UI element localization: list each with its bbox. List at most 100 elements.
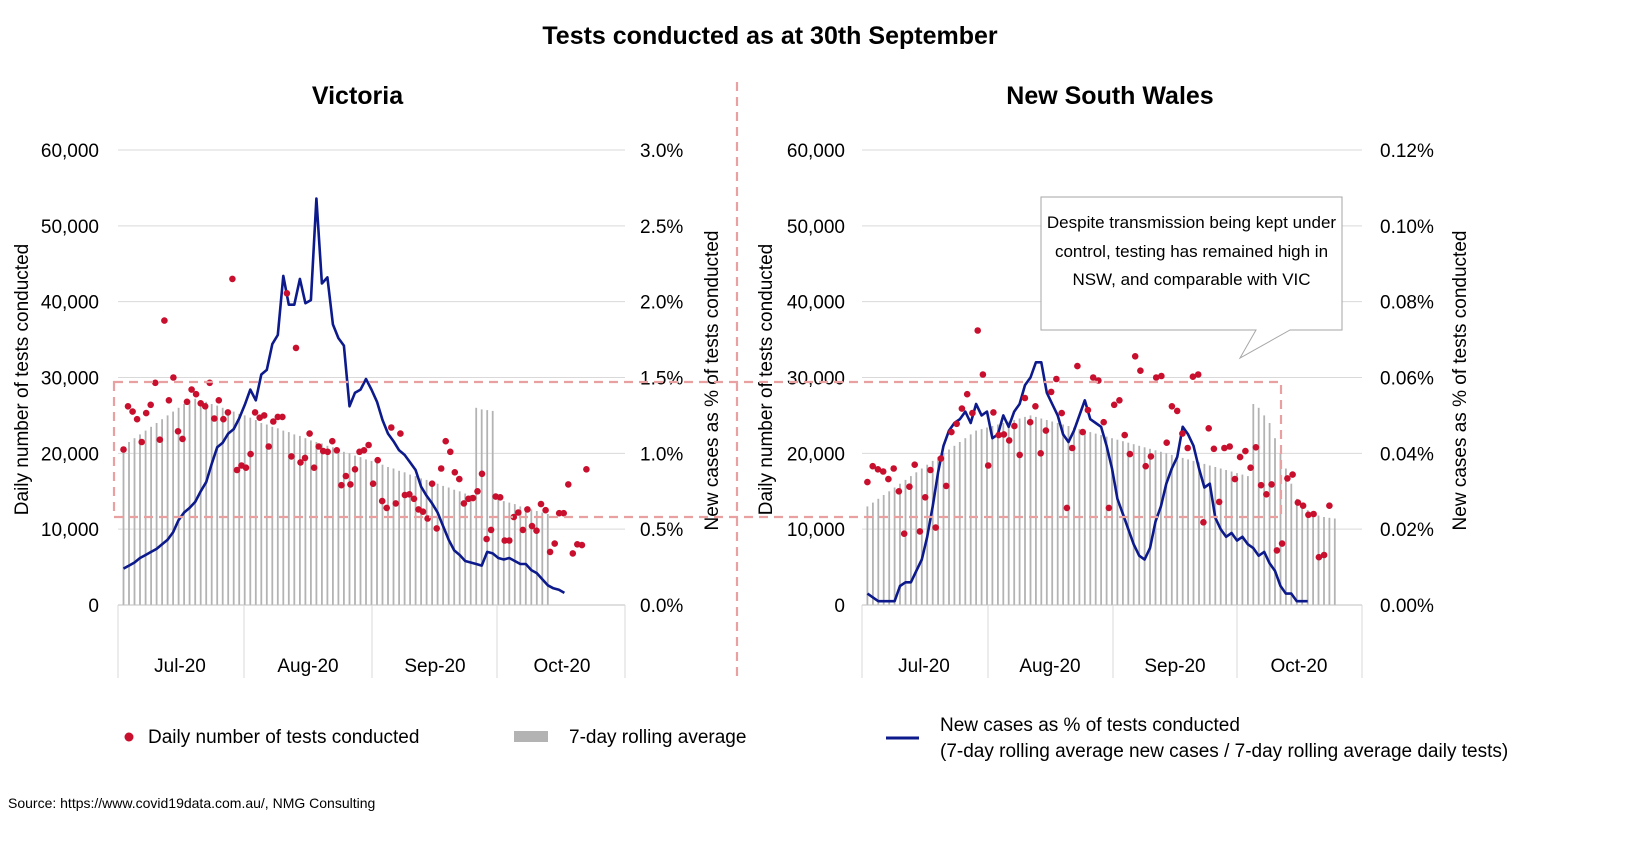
rolling-average-bar bbox=[1094, 433, 1097, 605]
daily-tests-dot bbox=[247, 450, 254, 458]
daily-tests-dot bbox=[165, 397, 173, 404]
y-tick-label: 50,000 bbox=[41, 217, 99, 238]
rolling-average-bar bbox=[376, 462, 378, 605]
rolling-average-bar bbox=[1018, 418, 1021, 605]
daily-tests-dot bbox=[1037, 450, 1044, 457]
daily-tests-dot bbox=[129, 408, 136, 415]
rolling-average-bar bbox=[1051, 421, 1054, 605]
rolling-average-bar bbox=[1328, 517, 1331, 605]
rolling-average-bar bbox=[910, 476, 912, 605]
rolling-average-bar bbox=[1214, 467, 1217, 605]
highlight-band bbox=[112, 380, 1283, 519]
daily-tests-dot bbox=[152, 379, 159, 387]
rolling-average-bar bbox=[232, 411, 235, 605]
rolling-average-bar bbox=[535, 511, 538, 605]
rolling-average-bar bbox=[1105, 436, 1108, 605]
daily-tests-dot bbox=[1053, 375, 1060, 383]
daily-tests-dot bbox=[1200, 519, 1207, 526]
rolling-average-bar bbox=[872, 502, 874, 605]
case-rate-line bbox=[122, 197, 566, 595]
daily-tests-dot bbox=[274, 413, 282, 421]
daily-tests-dot bbox=[916, 528, 924, 535]
rolling-average-bar bbox=[359, 457, 362, 605]
rolling-average-bar bbox=[969, 434, 972, 605]
daily-tests-dot bbox=[1005, 437, 1013, 444]
daily-tests-dot bbox=[560, 509, 567, 517]
rolling-average-bar bbox=[1116, 439, 1119, 605]
rolling-average-bar bbox=[177, 407, 180, 605]
rolling-average-bar bbox=[1100, 435, 1102, 605]
daily-tests-dot bbox=[120, 446, 127, 453]
rolling-average-bar bbox=[882, 495, 885, 605]
rolling-average-bar bbox=[1279, 453, 1282, 605]
daily-tests-dot bbox=[906, 483, 913, 491]
x-tick-label: Jul-20 bbox=[898, 656, 950, 677]
daily-tests-dot bbox=[911, 461, 918, 469]
y2-tick-label: 3.0% bbox=[640, 141, 683, 162]
daily-tests-dot bbox=[456, 475, 463, 483]
daily-tests-dot bbox=[1100, 418, 1107, 426]
rolling-average-bar bbox=[1165, 453, 1168, 605]
rolling-average-bar bbox=[354, 455, 356, 605]
daily-tests-dot bbox=[533, 527, 540, 534]
daily-tests-dot bbox=[551, 540, 558, 547]
rolling-average-bar bbox=[915, 472, 918, 605]
rolling-average-bar bbox=[1056, 423, 1059, 605]
rolling-average-bar bbox=[260, 423, 263, 605]
daily-tests-dot bbox=[1284, 475, 1291, 482]
x-tick-label: Jul-20 bbox=[154, 656, 206, 677]
rolling-average-bar bbox=[1138, 445, 1141, 606]
rolling-average-bar bbox=[491, 410, 494, 605]
rolling-average-bar bbox=[1263, 415, 1266, 605]
daily-tests-dot bbox=[156, 436, 164, 444]
legend-label-line-1: New cases as % of tests conducted bbox=[940, 715, 1240, 736]
rolling-average-bar bbox=[497, 498, 500, 605]
y2-tick-label: 0.10% bbox=[1380, 217, 1434, 238]
rolling-average-bar bbox=[1181, 457, 1184, 605]
rolling-average-bar bbox=[475, 407, 478, 605]
daily-tests-dot bbox=[1205, 425, 1212, 432]
daily-tests-dot bbox=[519, 526, 527, 534]
rolling-average-bar bbox=[1083, 430, 1086, 605]
daily-tests-dot bbox=[342, 472, 350, 480]
daily-tests-dot bbox=[506, 537, 513, 544]
daily-tests-dot bbox=[565, 481, 572, 488]
daily-tests-dot bbox=[1315, 553, 1323, 561]
daily-tests-dot bbox=[469, 494, 477, 502]
daily-tests-dot bbox=[192, 390, 200, 398]
daily-tests-dot bbox=[496, 494, 504, 501]
daily-tests-dot bbox=[869, 462, 876, 470]
rolling-average-bar bbox=[321, 443, 323, 605]
rolling-average-bar bbox=[1007, 421, 1010, 605]
rolling-average-bar bbox=[1149, 448, 1151, 605]
daily-tests-dot bbox=[306, 430, 313, 437]
daily-tests-dot bbox=[1016, 451, 1023, 459]
daily-tests-dot bbox=[301, 454, 309, 462]
rolling-average-bar bbox=[238, 413, 241, 605]
rolling-average-bar bbox=[877, 498, 880, 605]
rolling-average-bar bbox=[227, 409, 230, 605]
daily-tests-dot bbox=[1226, 443, 1233, 450]
daily-tests-dot bbox=[260, 412, 268, 419]
rolling-average-bar bbox=[254, 420, 257, 605]
daily-tests-dot bbox=[1147, 453, 1155, 460]
daily-tests-dot bbox=[515, 509, 522, 516]
daily-tests-dot bbox=[1047, 388, 1055, 396]
daily-tests-dot bbox=[1121, 431, 1128, 439]
y-tick-label: 50,000 bbox=[787, 217, 845, 238]
daily-tests-dot bbox=[953, 420, 960, 428]
y-tick-label: 10,000 bbox=[41, 520, 99, 541]
rolling-average-bar bbox=[403, 472, 406, 605]
daily-tests-dot bbox=[1079, 428, 1086, 436]
rolling-average-bar bbox=[1045, 420, 1048, 605]
daily-tests-dot bbox=[279, 413, 286, 421]
daily-tests-dot bbox=[147, 401, 154, 409]
daily-tests-dot bbox=[333, 447, 341, 454]
daily-tests-dot bbox=[406, 491, 413, 498]
daily-tests-dot bbox=[885, 475, 892, 483]
daily-tests-dot bbox=[1294, 499, 1302, 506]
daily-tests-dot bbox=[1042, 427, 1050, 434]
y-tick-label: 30,000 bbox=[41, 369, 99, 390]
rolling-average-bar bbox=[436, 483, 439, 605]
